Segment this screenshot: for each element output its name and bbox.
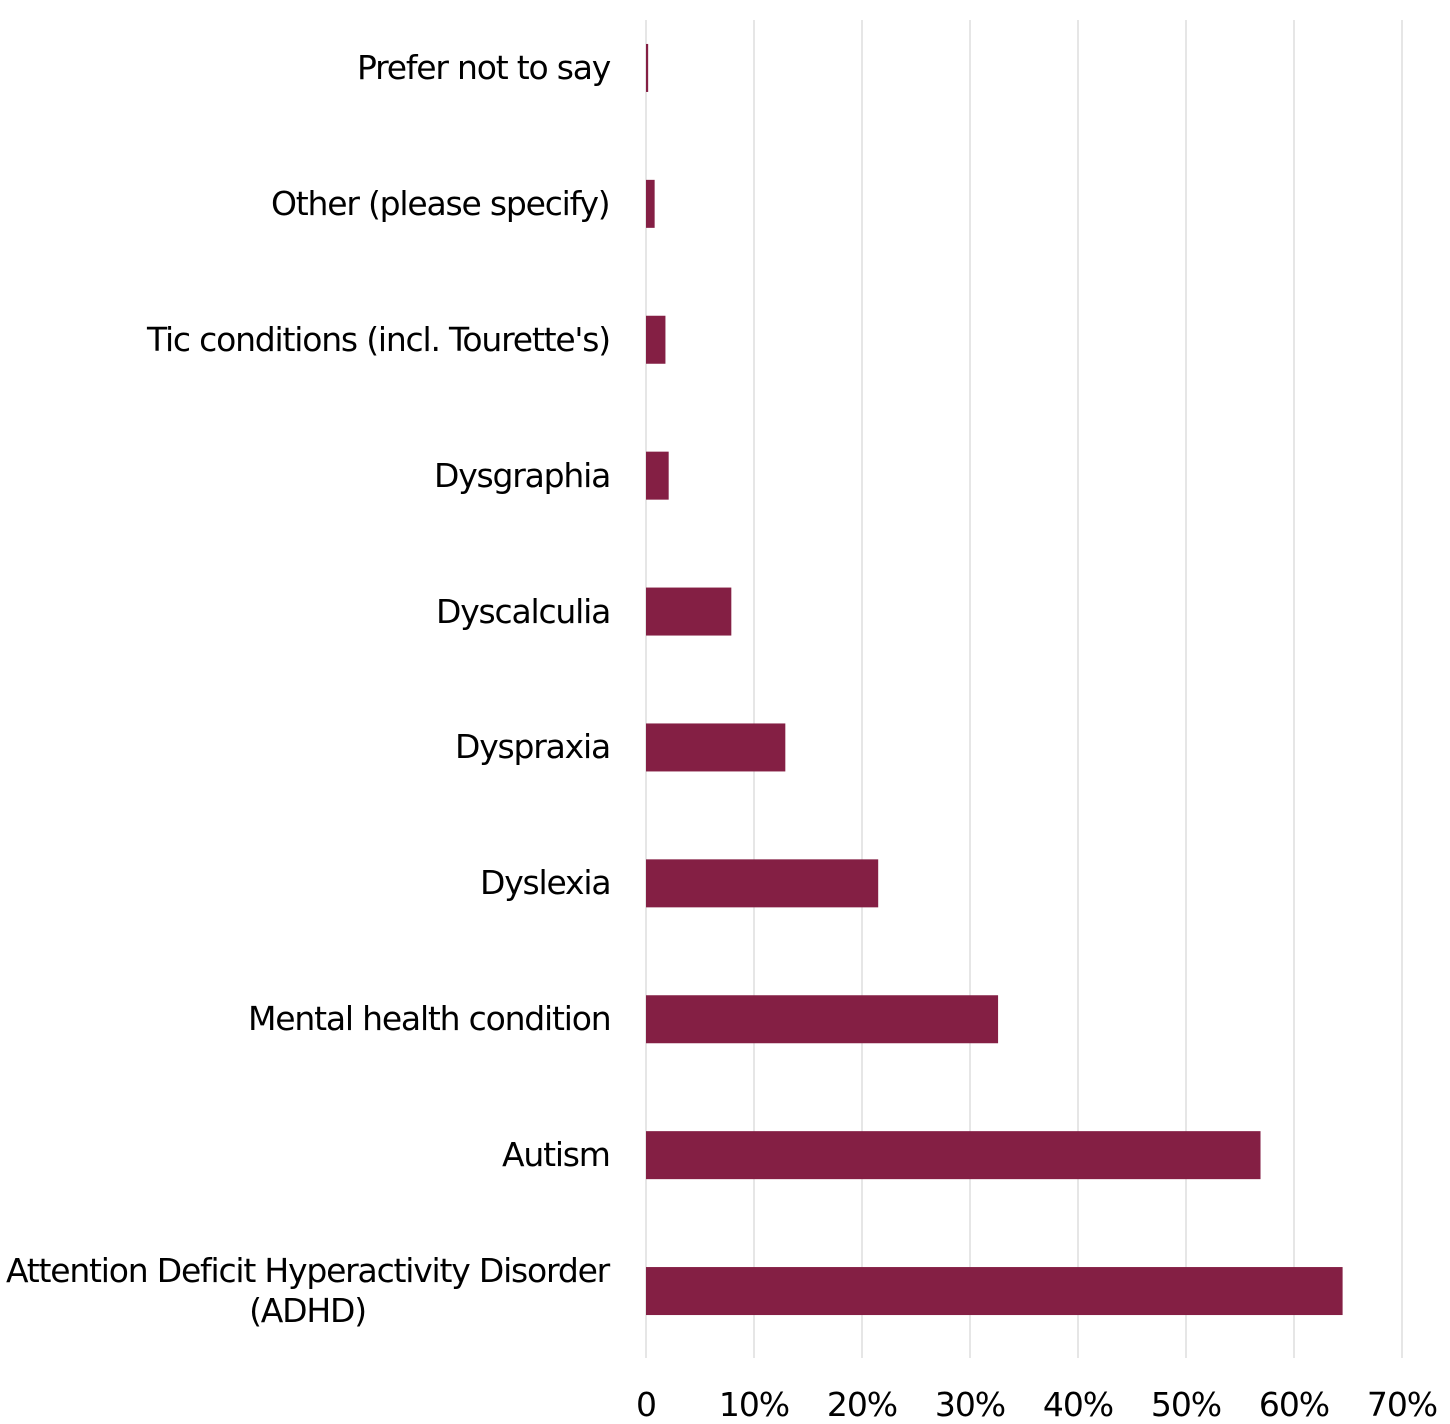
bar [646, 43, 649, 92]
y-tick-label: Attention Deficit Hyperactivity Disorder… [5, 1251, 610, 1331]
y-tick-label: Dyscalculia [436, 591, 611, 631]
y-tick-label: Other (please specify) [271, 183, 611, 223]
x-tick-label: 50% [1150, 1385, 1222, 1424]
bar [646, 451, 669, 500]
y-tick-label: Autism [502, 1135, 611, 1175]
x-tick-label: 20% [826, 1385, 898, 1424]
y-tick-label: Tic conditions (incl. Tourette's) [147, 319, 611, 359]
bar [646, 587, 732, 636]
x-tick-label: 30% [934, 1385, 1006, 1424]
bar [646, 859, 879, 908]
y-tick-label: Dyspraxia [455, 727, 611, 767]
x-tick-label: 40% [1042, 1385, 1114, 1424]
bar [646, 1267, 1343, 1316]
bar [646, 995, 999, 1044]
y-tick-label: Dysgraphia [434, 455, 611, 495]
y-tick-label: Dyslexia [480, 863, 612, 903]
bar [646, 1131, 1261, 1180]
y-tick-label: Prefer not to say [357, 47, 611, 87]
y-tick-label: Mental health condition [248, 999, 612, 1039]
x-tick-label: 60% [1258, 1385, 1330, 1424]
x-tick-label: 0 [636, 1385, 657, 1424]
bar [646, 179, 655, 228]
x-tick-label: 70% [1366, 1385, 1438, 1424]
x-tick-label: 10% [718, 1385, 790, 1424]
bar [646, 723, 786, 772]
bar [646, 315, 666, 364]
